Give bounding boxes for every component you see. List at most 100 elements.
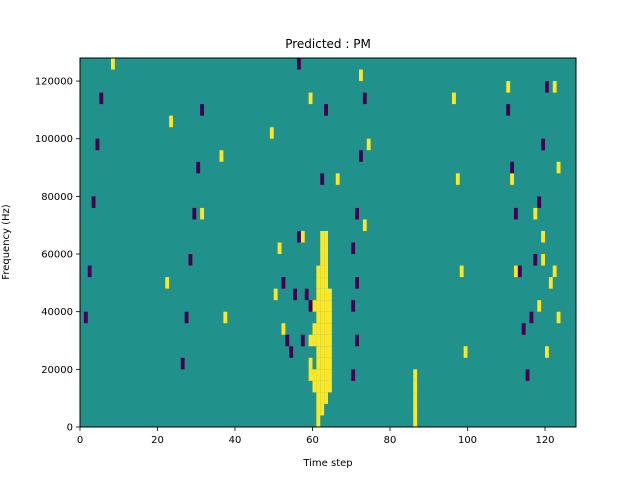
heatmap-cell-positive — [324, 277, 329, 289]
heatmap-cell-negative — [533, 254, 538, 266]
heatmap-cell-positive — [324, 392, 329, 404]
heatmap-cell-positive — [320, 265, 325, 278]
heatmap-cell-negative — [308, 300, 313, 312]
heatmap-cell-positive — [320, 403, 325, 416]
heatmap-cell-negative — [297, 58, 301, 70]
heatmap-cell-positive — [324, 254, 329, 266]
heatmap-cell-positive — [316, 369, 321, 381]
plot-frame — [79, 57, 577, 428]
heatmap-cell-positive — [308, 92, 313, 105]
heatmap-cell-positive — [316, 392, 321, 404]
heatmap-cell-positive — [324, 300, 329, 312]
heatmap-cell-negative — [514, 207, 518, 220]
heatmap-cell-positive — [281, 323, 286, 335]
y-tick-label: 120000 — [35, 77, 73, 88]
heatmap-cell-positive — [552, 81, 557, 93]
heatmap-cell-positive — [459, 265, 464, 278]
heatmap-cell-positive — [324, 311, 329, 324]
heatmap-cell-positive — [169, 115, 174, 128]
heatmap-cell-positive — [316, 357, 321, 370]
heatmap-cell-positive — [111, 58, 115, 70]
heatmap-cell-negative — [91, 196, 96, 208]
y-tick-label: 100000 — [35, 134, 73, 145]
heatmap-cell-positive — [223, 311, 228, 324]
heatmap-cell-positive — [328, 323, 332, 335]
heatmap-cell-negative — [537, 196, 542, 208]
heatmap-cell-negative — [95, 138, 100, 151]
heatmap-cell-positive — [308, 369, 313, 381]
x-tick-label: 100 — [458, 435, 477, 446]
heatmap-cell-negative — [99, 92, 104, 105]
heatmap-cell-negative — [304, 288, 309, 301]
heatmap-cell-positive — [316, 277, 321, 289]
heatmap-cell-negative — [359, 150, 363, 162]
heatmap-cell-negative — [351, 242, 356, 255]
heatmap-cell-positive — [328, 380, 332, 393]
heatmap-cell-positive — [533, 207, 538, 220]
heatmap-cell-positive — [312, 334, 317, 347]
x-axis-ticks: 0 20 40 60 80 100 120 — [77, 427, 555, 446]
heatmap-cells — [83, 58, 561, 427]
heatmap-cell-negative — [525, 369, 530, 381]
heatmap-cell-positive — [413, 392, 418, 404]
x-axis-label: Time step — [302, 458, 352, 469]
heatmap-cell-positive — [316, 288, 321, 301]
heatmap-cell-positive — [273, 288, 278, 301]
x-tick-label: 60 — [306, 435, 319, 446]
heatmap-cell-positive — [541, 230, 546, 243]
heatmap-cell-negative — [510, 161, 515, 174]
x-tick-label: 80 — [384, 435, 397, 446]
heatmap-cell-negative — [188, 254, 193, 266]
heatmap-cell-negative — [289, 346, 294, 358]
heatmap-cell-positive — [320, 334, 325, 347]
heatmap-cell-positive — [556, 311, 561, 324]
heatmap-cell-positive — [320, 311, 325, 324]
heatmap-cell-positive — [413, 403, 418, 416]
heatmap-cell-positive — [316, 403, 321, 416]
heatmap-cell-negative — [541, 138, 546, 151]
heatmap-cell-positive — [165, 277, 170, 289]
heatmap-cell-negative — [355, 207, 360, 220]
y-tick-label: 0 — [67, 423, 73, 434]
heatmap-cell-positive — [219, 150, 224, 162]
heatmap-cell-positive — [328, 311, 332, 324]
heatmap-cell-positive — [359, 69, 363, 82]
heatmap-cell-negative — [355, 334, 360, 347]
heatmap-cell-positive — [320, 288, 325, 301]
heatmap-cell-positive — [320, 369, 325, 381]
heatmap-cell-negative — [184, 311, 189, 324]
heatmap-cell-positive — [324, 369, 329, 381]
heatmap-cell-positive — [316, 323, 321, 335]
heatmap-cell-positive — [308, 357, 313, 370]
heatmap-cell-negative — [196, 161, 201, 174]
y-tick-label: 60000 — [41, 250, 73, 261]
heatmap-cell-positive — [324, 242, 329, 255]
heatmap-cell-negative — [87, 265, 92, 278]
heatmap-cell-positive — [320, 230, 325, 243]
heatmap-cell-positive — [328, 346, 332, 358]
heatmap-cell-positive — [545, 346, 549, 358]
x-tick-label: 20 — [151, 435, 164, 446]
heatmap-cell-positive — [324, 230, 329, 243]
heatmap-cell-positive — [324, 288, 329, 301]
heatmap-cell-positive — [510, 173, 515, 185]
heatmap-cell-positive — [320, 242, 325, 255]
heatmap-cell-positive — [413, 415, 418, 427]
heatmap-cell-positive — [324, 357, 329, 370]
heatmap-cell-positive — [366, 138, 371, 151]
y-tick-label: 40000 — [41, 307, 73, 318]
heatmap-cell-positive — [548, 277, 553, 289]
heatmap-cell-positive — [320, 323, 325, 335]
y-axis-label: Frequency (Hz) — [1, 204, 12, 280]
heatmap-cell-positive — [452, 92, 456, 105]
heatmap-cell-positive — [320, 346, 325, 358]
heatmap-cell-positive — [335, 173, 340, 185]
heatmap-cell-positive — [308, 334, 313, 347]
heatmap-cell-positive — [328, 288, 332, 301]
heatmap-cell-positive — [541, 254, 546, 266]
heatmap-cell-positive — [328, 334, 332, 347]
heatmap-cell-positive — [362, 219, 367, 231]
heatmap-cell-negative — [324, 104, 329, 116]
heatmap-cell-negative — [320, 173, 325, 185]
